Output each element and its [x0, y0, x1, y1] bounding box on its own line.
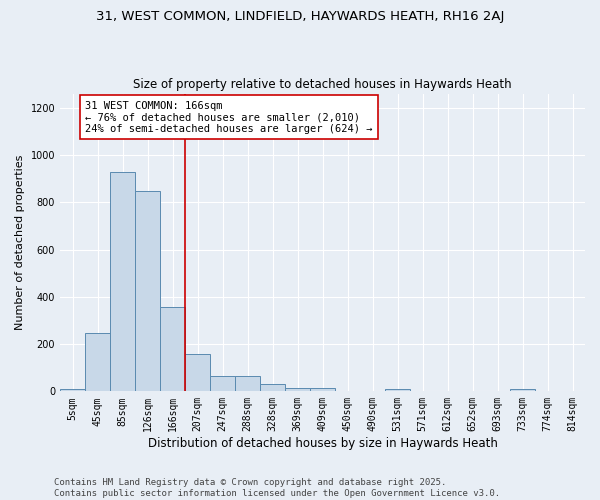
Bar [260, 384, 285, 392]
Bar [385, 389, 410, 392]
Text: 31, WEST COMMON, LINDFIELD, HAYWARDS HEATH, RH16 2AJ: 31, WEST COMMON, LINDFIELD, HAYWARDS HEA… [96, 10, 504, 23]
Bar [85, 332, 110, 392]
Text: 31 WEST COMMON: 166sqm
← 76% of detached houses are smaller (2,010)
24% of semi-: 31 WEST COMMON: 166sqm ← 76% of detached… [85, 100, 373, 134]
Title: Size of property relative to detached houses in Haywards Heath: Size of property relative to detached ho… [133, 78, 512, 91]
Bar [235, 376, 260, 392]
Text: Contains HM Land Registry data © Crown copyright and database right 2025.
Contai: Contains HM Land Registry data © Crown c… [54, 478, 500, 498]
Bar [60, 390, 85, 392]
Bar [135, 191, 160, 392]
Bar [110, 172, 135, 392]
Y-axis label: Number of detached properties: Number of detached properties [15, 155, 25, 330]
Bar [210, 376, 235, 392]
X-axis label: Distribution of detached houses by size in Haywards Heath: Distribution of detached houses by size … [148, 437, 497, 450]
Bar [285, 388, 310, 392]
Bar [510, 389, 535, 392]
Bar [160, 306, 185, 392]
Bar [310, 388, 335, 392]
Bar [185, 354, 210, 392]
